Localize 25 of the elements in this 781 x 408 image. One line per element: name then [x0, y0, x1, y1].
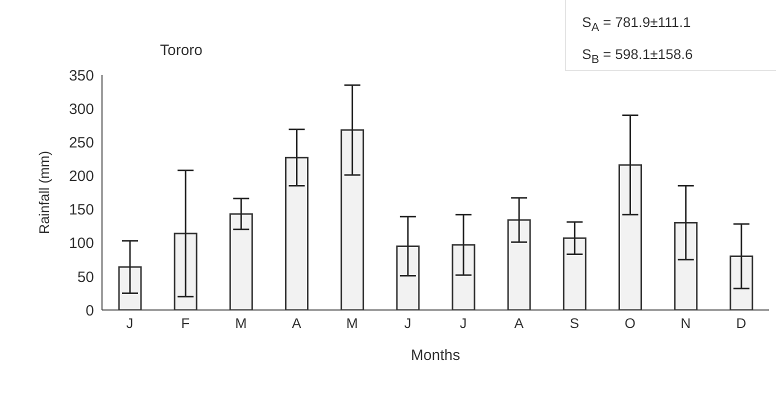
- y-tick-label: 0: [86, 302, 94, 320]
- x-tick-label: J: [404, 314, 412, 331]
- x-tick-label: O: [624, 314, 636, 331]
- x-tick-label: S: [570, 314, 580, 331]
- x-tick-label: M: [346, 314, 358, 331]
- x-tick-label: J: [126, 314, 134, 331]
- y-tick-label: 350: [68, 67, 94, 84]
- x-tick-label: M: [235, 314, 247, 331]
- y-tick-label: 250: [68, 134, 94, 152]
- x-tick-label: J: [460, 314, 467, 331]
- x-tick-label: F: [181, 314, 190, 331]
- y-tick-label: 100: [68, 235, 94, 252]
- y-tick-label: 50: [77, 268, 94, 286]
- x-tick-label: N: [680, 314, 691, 331]
- y-tick-label: 200: [68, 168, 94, 186]
- x-tick-label: D: [736, 314, 746, 331]
- x-tick-label: A: [292, 314, 302, 331]
- y-axis-title: Rainfall (mm): [36, 150, 52, 234]
- text: S$_{A}$ = 781.9±111.1: [582, 14, 691, 34]
- text: S$_{B}$ = 598.1±158.6: [582, 46, 693, 66]
- y-tick-label: 150: [68, 202, 94, 219]
- chart-title: Tororo: [160, 42, 203, 59]
- x-tick-label: A: [514, 314, 524, 331]
- y-tick-label: 300: [68, 100, 94, 118]
- x-axis-title: Months: [410, 347, 460, 364]
